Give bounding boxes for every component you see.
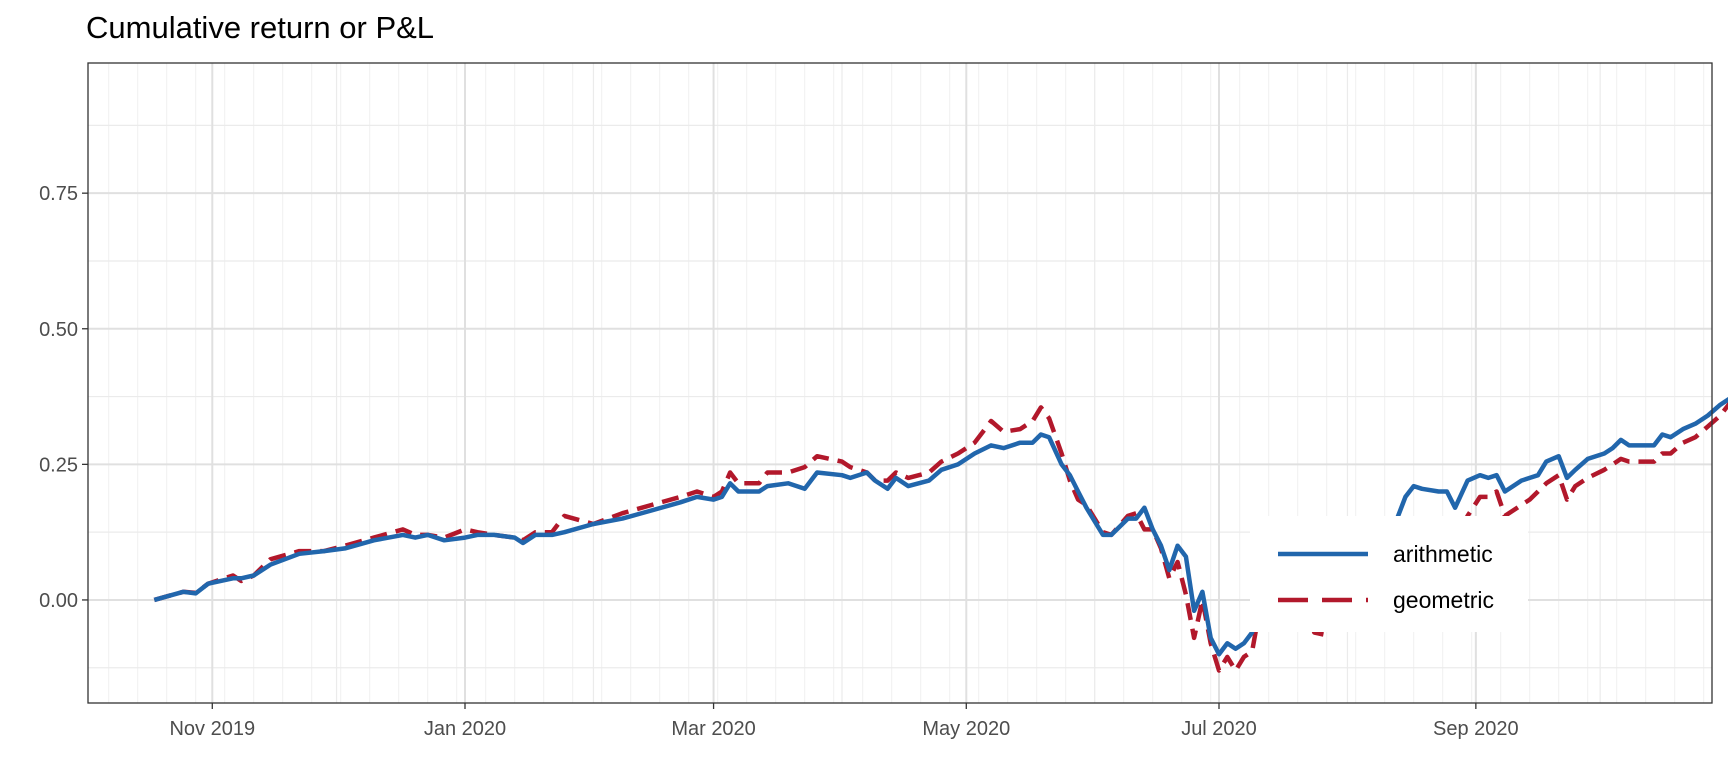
x-tick-label: Jul 2020: [1181, 718, 1257, 740]
x-tick-label: Sep 2020: [1433, 718, 1519, 740]
x-tick-label: Nov 2019: [169, 718, 255, 740]
y-tick-label: 0.75: [39, 183, 78, 205]
x-tick-label: Jan 2020: [424, 718, 506, 740]
x-axis: Nov 2019 Jan 2020 Mar 2020 May 2020 Jul 2020…: [169, 703, 1519, 740]
chart-title: Cumulative return or P&L: [86, 10, 434, 45]
series-line-arithmetic: [153, 396, 1728, 657]
legend-label-geometric: geometric: [1393, 587, 1494, 613]
x-tick-label: May 2020: [922, 718, 1010, 740]
legend-label-arithmetic: arithmetic: [1393, 541, 1493, 567]
minor-gridlines: [88, 63, 1712, 703]
x-tick-label: Mar 2020: [671, 718, 756, 740]
y-axis: 0.00 0.25 0.50 0.75: [39, 183, 88, 612]
y-tick-label: 0.00: [39, 590, 78, 612]
legend: arithmetic geometric: [1250, 516, 1528, 632]
y-tick-label: 0.50: [39, 319, 78, 341]
legend-background: [1250, 516, 1528, 632]
panel-border: [87, 62, 1713, 704]
y-tick-label: 0.25: [39, 454, 78, 476]
